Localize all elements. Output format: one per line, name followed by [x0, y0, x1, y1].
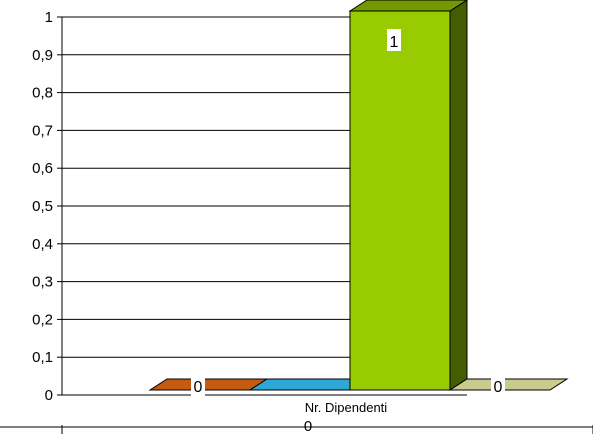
data-label: 0	[194, 379, 203, 396]
data-label-bg	[387, 29, 401, 51]
y-tick-label: 1	[45, 9, 53, 26]
data-label: 0	[494, 379, 503, 396]
bar-top	[248, 378, 369, 391]
bar-side	[449, 0, 468, 391]
data-label: 1	[390, 34, 399, 51]
y-tick-label: 0	[45, 387, 53, 404]
bar	[248, 378, 369, 391]
y-tick-label: 0,8	[32, 85, 53, 102]
y-tick-label: 0,6	[32, 160, 53, 177]
category-value-label: 0	[304, 418, 312, 434]
bar	[348, 0, 468, 391]
category-label: Nr. Dipendenti	[305, 400, 387, 415]
bar-top	[348, 0, 468, 12]
axes	[0, 17, 593, 434]
y-tick-labels: 0 0,1 0,2 0,3 0,4 0,5 0,6 0,7 0,8 0,9 1	[32, 9, 62, 404]
y-tick-label: 0,1	[32, 349, 53, 366]
bar-front	[349, 10, 451, 391]
y-tick-label: 0,2	[32, 311, 53, 328]
bar	[448, 378, 569, 391]
y-tick-label: 0,5	[32, 198, 53, 215]
y-tick-label: 0,7	[32, 122, 53, 139]
data-label-bg	[191, 374, 205, 396]
y-tick-label: 0,4	[32, 236, 53, 253]
data-labels: 0 1 0	[191, 29, 505, 396]
y-tick-label: 0,9	[32, 47, 53, 64]
bar	[148, 378, 269, 391]
y-tick-label: 0,3	[32, 274, 53, 291]
data-label-bg	[491, 374, 505, 396]
bar-top	[448, 378, 569, 391]
bars	[148, 0, 569, 391]
bar-top	[148, 378, 269, 391]
